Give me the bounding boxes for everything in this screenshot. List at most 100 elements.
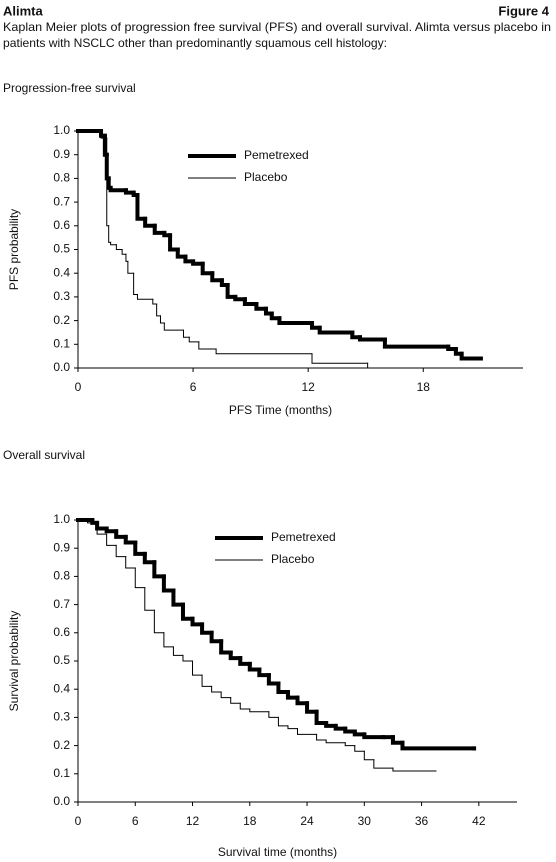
x-tick-label: 0: [75, 814, 82, 828]
survival-step: [211, 685, 222, 693]
y-tick-label: 0.1: [53, 336, 70, 350]
survival-step: [115, 544, 127, 558]
survival-step: [382, 337, 451, 349]
y-tick-label: 0.0: [53, 794, 70, 808]
figure-number: Figure 4: [498, 3, 549, 18]
legend-label: Pemetrexed: [244, 148, 309, 162]
y-tick-label: 0.0: [53, 360, 70, 374]
survival-step: [183, 254, 196, 264]
y-tick-label: 0.5: [53, 242, 70, 256]
survival-step: [247, 661, 262, 672]
survival-step: [354, 745, 365, 752]
survival-step: [182, 654, 194, 662]
survival-step: [249, 708, 270, 713]
x-tick-label: 18: [417, 380, 431, 394]
y-tick-label: 0.1: [53, 766, 70, 780]
survival-step: [269, 311, 282, 321]
survival-step: [219, 639, 233, 655]
survival-step: [446, 344, 458, 352]
survival-step: [190, 616, 205, 627]
x-tick-label: 30: [358, 814, 372, 828]
y-tick-label: 0.2: [53, 313, 70, 327]
survival-step: [352, 729, 367, 737]
x-axis-label: PFS Time (months): [229, 403, 332, 417]
survival-step: [110, 241, 117, 246]
y-tick-label: 0.6: [53, 218, 70, 232]
survival-step: [200, 622, 214, 635]
survival-step: [357, 335, 387, 342]
survival-step: [133, 272, 138, 296]
survival-step: [156, 303, 161, 317]
survival-step: [201, 674, 213, 687]
caption: patients with NSCLC other than predomina…: [3, 36, 387, 50]
survival-step: [295, 695, 310, 706]
survival-step: [314, 709, 329, 726]
survival-step: [238, 656, 252, 666]
survival-step: [168, 233, 180, 252]
survival-step: [343, 726, 357, 734]
survival-step: [230, 697, 241, 704]
survival-step: [363, 750, 375, 761]
survival-step: [200, 261, 215, 276]
legend-label: Placebo: [244, 170, 288, 184]
survival-step: [134, 567, 146, 589]
survival-step: [135, 192, 148, 221]
survival-step: [254, 302, 268, 311]
survival-step: [191, 259, 205, 266]
survival-step: [143, 216, 157, 228]
y-tick-label: 0.5: [53, 653, 70, 667]
x-tick-label: 6: [190, 380, 197, 394]
y-tick-label: 1.0: [53, 123, 70, 137]
survival-step: [152, 223, 167, 235]
y-axis-label: PFS probability: [7, 209, 21, 290]
survival-step: [459, 351, 483, 361]
x-tick-label: 18: [243, 814, 257, 828]
survival-step: [233, 294, 247, 302]
survival-step: [362, 732, 386, 740]
survival-step: [225, 283, 238, 299]
survival-step: [114, 529, 128, 539]
survival-step: [268, 711, 279, 718]
y-tick-label: 0.7: [53, 194, 70, 208]
survival-step: [87, 519, 98, 524]
survival-step: [180, 602, 195, 621]
survival-step: [159, 315, 165, 324]
survival-step: [123, 534, 138, 545]
x-tick-label: 0: [75, 380, 82, 394]
survival-step: [373, 759, 394, 769]
survival-step: [121, 249, 127, 255]
survival-step: [106, 137, 110, 227]
survival-step: [257, 667, 271, 678]
survival-step: [192, 660, 203, 676]
survival-step: [125, 556, 136, 569]
survival-step: [310, 320, 322, 330]
doc-name: Alimta: [3, 3, 44, 18]
survival-step: [316, 733, 327, 741]
y-tick-label: 0.7: [53, 597, 70, 611]
survival-step: [277, 716, 289, 727]
survival-step: [392, 767, 437, 772]
y-tick-label: 0.6: [53, 625, 70, 639]
survival-step: [350, 330, 362, 340]
survival-step: [175, 247, 188, 259]
survival-step: [104, 526, 119, 534]
survival-step: [108, 225, 112, 243]
survival-step: [100, 130, 108, 139]
survival-step: [152, 560, 166, 579]
survival-step: [239, 702, 251, 710]
survival-step: [96, 522, 108, 535]
y-tick-label: 0.9: [53, 540, 70, 554]
x-tick-label: 6: [132, 814, 139, 828]
y-tick-label: 0.4: [53, 265, 70, 279]
survival-step: [400, 740, 477, 751]
survival-step: [277, 316, 315, 325]
survival-step: [287, 725, 298, 730]
x-tick-label: 12: [301, 380, 315, 394]
survival-step: [182, 329, 190, 338]
survival-step: [108, 185, 128, 193]
legend-label: Pemetrexed: [271, 530, 336, 544]
x-tick-label: 42: [472, 814, 486, 828]
survival-step: [276, 681, 290, 695]
survival-step: [324, 721, 338, 728]
